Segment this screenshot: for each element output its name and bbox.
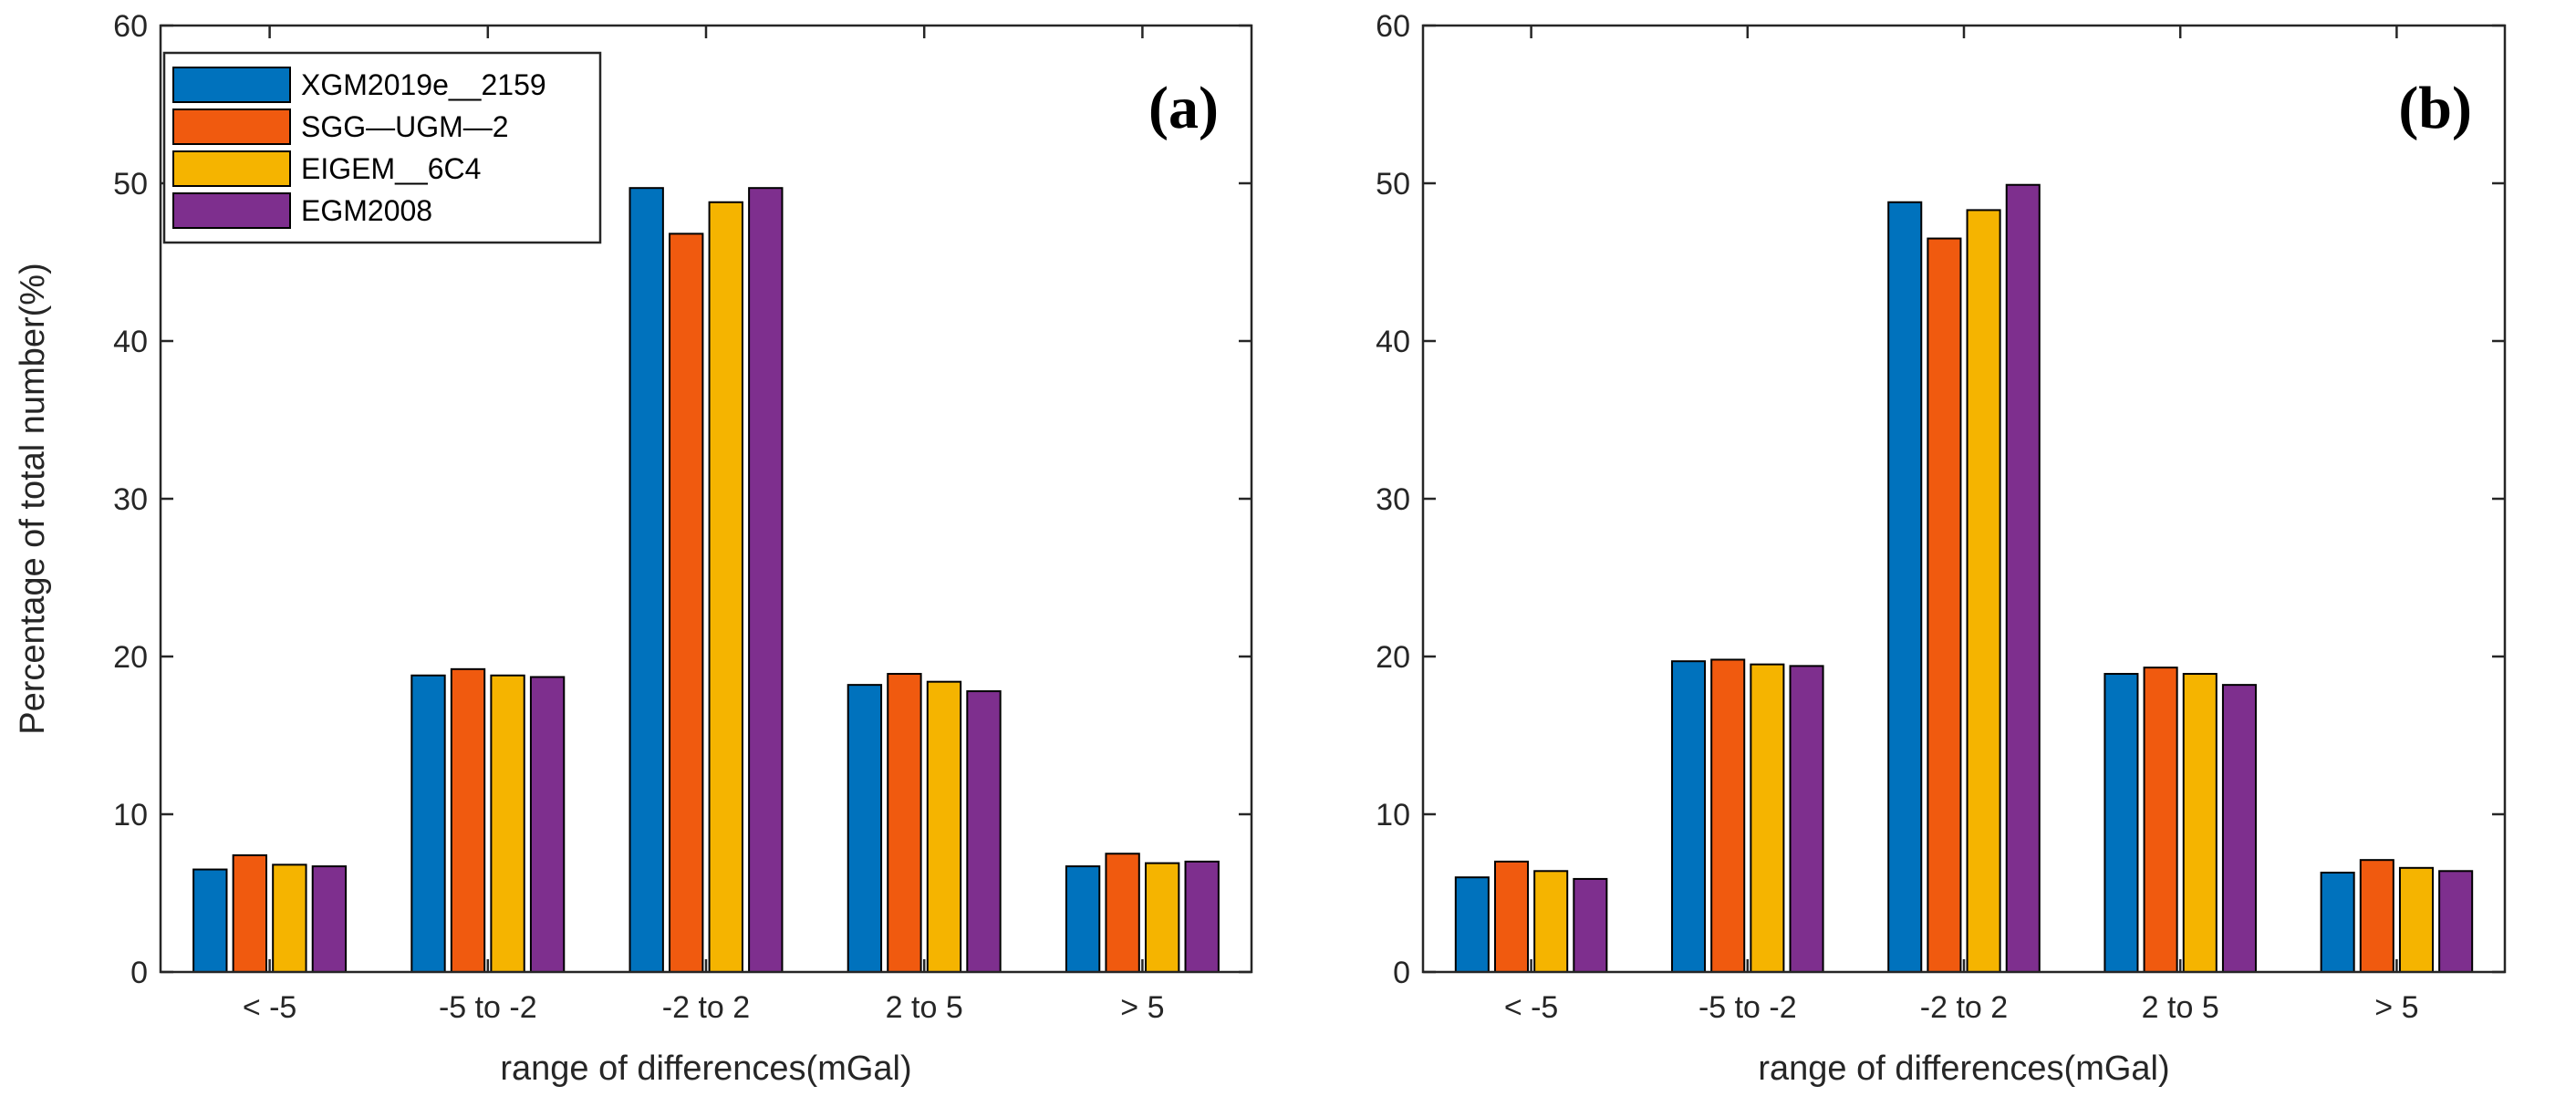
y-axis-label: Percentage of total number(%): [14, 263, 52, 735]
y-tick-label: 50: [113, 167, 148, 202]
y-tick-label: 50: [1376, 167, 1410, 202]
x-tick-label: -2 to 2: [1920, 990, 2008, 1025]
bar-3-3: [1966, 209, 2001, 974]
bar-4-1: [311, 865, 348, 974]
bar-3-4: [2182, 673, 2218, 974]
bar-1-5: [1065, 865, 1101, 974]
bar-3-1: [272, 863, 307, 973]
bar-2-1: [1493, 860, 1530, 974]
y-tick-label: 10: [1376, 798, 1410, 832]
y-tick-label: 0: [1393, 956, 1410, 990]
bar-1-2: [1671, 660, 1707, 973]
bar-4-2: [1789, 665, 1824, 973]
bar-3-2: [1750, 663, 1785, 974]
bar-2-5: [1105, 853, 1140, 973]
bar-1-2: [410, 674, 446, 973]
bar-3-1: [1533, 870, 1569, 974]
bar-4-1: [1573, 877, 1608, 973]
panel-a-chart: 0 10 20 30 40 50 60 < -5 -5 to -2 -2 to 2 2 to 5 > …: [14, 9, 1253, 1088]
bar-4-5: [1184, 860, 1220, 974]
y-tick-label: 40: [1376, 325, 1410, 359]
legend-swatch-4: [172, 192, 291, 229]
legend-label-2: SGG—UGM—2: [301, 110, 509, 143]
bar-1-3: [1887, 201, 1923, 973]
bar-2-2: [1710, 658, 1746, 974]
x-tick-label: 2 to 5: [886, 990, 963, 1025]
bar-1-1: [1454, 876, 1490, 974]
y-tick-label: 30: [1376, 482, 1410, 517]
bar-4-3: [2005, 183, 2041, 974]
bar-1-4: [2103, 673, 2139, 974]
bar-4-4: [2221, 684, 2257, 973]
bar-4-5: [2438, 870, 2474, 974]
bar-2-5: [2359, 859, 2394, 973]
x-axis-label: range of differences(mGal): [1758, 1049, 2169, 1088]
bar-2-4: [887, 673, 922, 974]
bar-1-1: [192, 868, 228, 973]
y-tick-label: 0: [130, 956, 148, 990]
y-tick-label: 20: [113, 640, 148, 675]
x-tick-label: < -5: [243, 990, 297, 1025]
bar-1-4: [847, 684, 883, 973]
bar-4-2: [529, 676, 566, 973]
y-tick-label: 10: [113, 798, 148, 832]
x-tick-label: -5 to -2: [1698, 990, 1797, 1025]
y-tick-label: 60: [113, 9, 148, 44]
x-tick-label: 2 to 5: [2142, 990, 2219, 1025]
y-tick-label: 40: [113, 325, 148, 359]
bar-3-4: [926, 680, 962, 973]
bar-1-5: [2320, 872, 2355, 974]
legend-label-1: XGM2019e__2159: [301, 68, 546, 101]
legend-label-3: EIGEM__6C4: [301, 152, 481, 185]
legend-swatch-3: [172, 150, 291, 187]
bar-3-5: [2398, 866, 2435, 974]
legend-swatch-2: [172, 109, 291, 145]
bar-2-2: [450, 667, 486, 974]
bar-2-1: [232, 853, 268, 973]
bar-3-2: [490, 674, 525, 973]
bar-2-3: [669, 233, 704, 973]
y-tick-label: 20: [1376, 640, 1410, 675]
x-tick-label: -5 to -2: [439, 990, 537, 1025]
panel-label: (b): [2398, 75, 2472, 141]
bar-1-3: [628, 187, 664, 973]
panel-label: (a): [1148, 75, 1219, 141]
bar-4-4: [966, 690, 1002, 973]
panel-b-chart: 0 10 20 30 40 50 60 < -5 -5 to -2 -2 to 2 2 to 5 > …: [1376, 9, 2507, 1088]
axes-box: [1421, 24, 2507, 974]
y-tick-label: 60: [1376, 9, 1410, 44]
bar-2-4: [2143, 667, 2178, 973]
x-tick-label: -2 to 2: [662, 990, 750, 1025]
bar-3-3: [708, 201, 743, 973]
legend-label-4: EGM2008: [301, 194, 432, 227]
bar-2-3: [1927, 237, 1962, 973]
bar-4-3: [748, 187, 784, 973]
y-tick-label: 30: [113, 482, 148, 517]
bar-3-5: [1144, 862, 1180, 974]
legend-swatch-1: [172, 67, 291, 103]
x-axis-label: range of differences(mGal): [500, 1049, 911, 1088]
x-tick-label: < -5: [1504, 990, 1559, 1025]
x-tick-label: > 5: [2374, 990, 2418, 1025]
x-tick-label: > 5: [1120, 990, 1164, 1025]
